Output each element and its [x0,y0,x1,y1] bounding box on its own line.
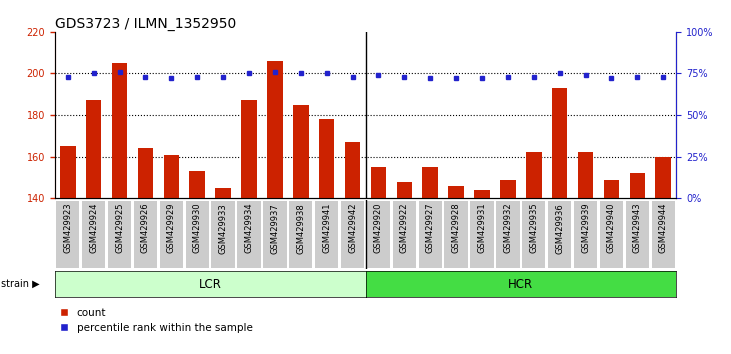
Bar [86,101,102,198]
Bar [267,61,283,198]
Text: GSM429929: GSM429929 [167,203,176,253]
Bar [500,179,515,198]
Bar [134,201,157,268]
Bar [448,186,464,198]
Bar [186,201,209,268]
Text: GSM429935: GSM429935 [529,203,538,253]
Bar [629,173,645,198]
Bar [444,201,468,268]
Text: GSM429922: GSM429922 [400,203,409,253]
Text: GSM429932: GSM429932 [504,203,512,253]
Text: GSM429939: GSM429939 [581,203,590,253]
Bar [189,171,205,198]
Bar [60,146,75,198]
Text: GSM429944: GSM429944 [659,203,667,253]
Text: GSM429923: GSM429923 [64,203,72,253]
Legend: count, percentile rank within the sample: count, percentile rank within the sample [60,308,253,333]
Bar [319,119,334,198]
Bar [552,88,567,198]
Bar [393,201,416,268]
Bar [577,153,594,198]
Bar [341,201,364,268]
Bar [656,156,671,198]
Bar [470,201,493,268]
Bar [396,182,412,198]
Bar [211,201,235,268]
Bar [216,188,231,198]
Text: GSM429938: GSM429938 [296,203,306,253]
Bar [315,201,338,268]
Bar [238,201,261,268]
Bar [371,167,386,198]
Bar [496,201,520,268]
Bar [604,179,619,198]
Bar [367,201,390,268]
Bar [419,201,442,268]
Bar [164,155,179,198]
Bar [241,101,257,198]
Text: GSM429930: GSM429930 [193,203,202,253]
Text: GSM429928: GSM429928 [452,203,461,253]
Text: GSM429943: GSM429943 [633,203,642,253]
Text: GSM429931: GSM429931 [477,203,487,253]
Text: LCR: LCR [199,278,221,291]
Text: GSM429926: GSM429926 [141,203,150,253]
Bar [293,105,308,198]
Text: GDS3723 / ILMN_1352950: GDS3723 / ILMN_1352950 [55,17,236,31]
Text: GSM429942: GSM429942 [348,203,357,253]
Bar [574,201,597,268]
Bar [112,63,127,198]
Bar [108,201,131,268]
Text: GSM429941: GSM429941 [322,203,331,253]
Bar [600,201,623,268]
Text: strain ▶: strain ▶ [1,279,39,289]
Text: GSM429924: GSM429924 [89,203,98,253]
Bar [526,153,542,198]
Text: GSM429940: GSM429940 [607,203,616,253]
Text: GSM429933: GSM429933 [219,203,227,253]
Text: GSM429934: GSM429934 [244,203,254,253]
Bar [626,201,649,268]
Bar [522,201,545,268]
Text: GSM429927: GSM429927 [425,203,435,253]
Text: HCR: HCR [508,278,534,291]
Bar [423,167,438,198]
Bar [82,201,105,268]
Bar [263,201,287,268]
Bar [289,201,312,268]
Bar [548,201,572,268]
Bar [474,190,490,198]
Bar [651,201,675,268]
Bar [159,201,183,268]
Bar [345,142,360,198]
Text: GSM429936: GSM429936 [555,203,564,253]
Bar [137,148,154,198]
Text: GSM429920: GSM429920 [374,203,383,253]
Bar [56,201,80,268]
Text: GSM429925: GSM429925 [115,203,124,253]
Text: GSM429937: GSM429937 [270,203,279,253]
